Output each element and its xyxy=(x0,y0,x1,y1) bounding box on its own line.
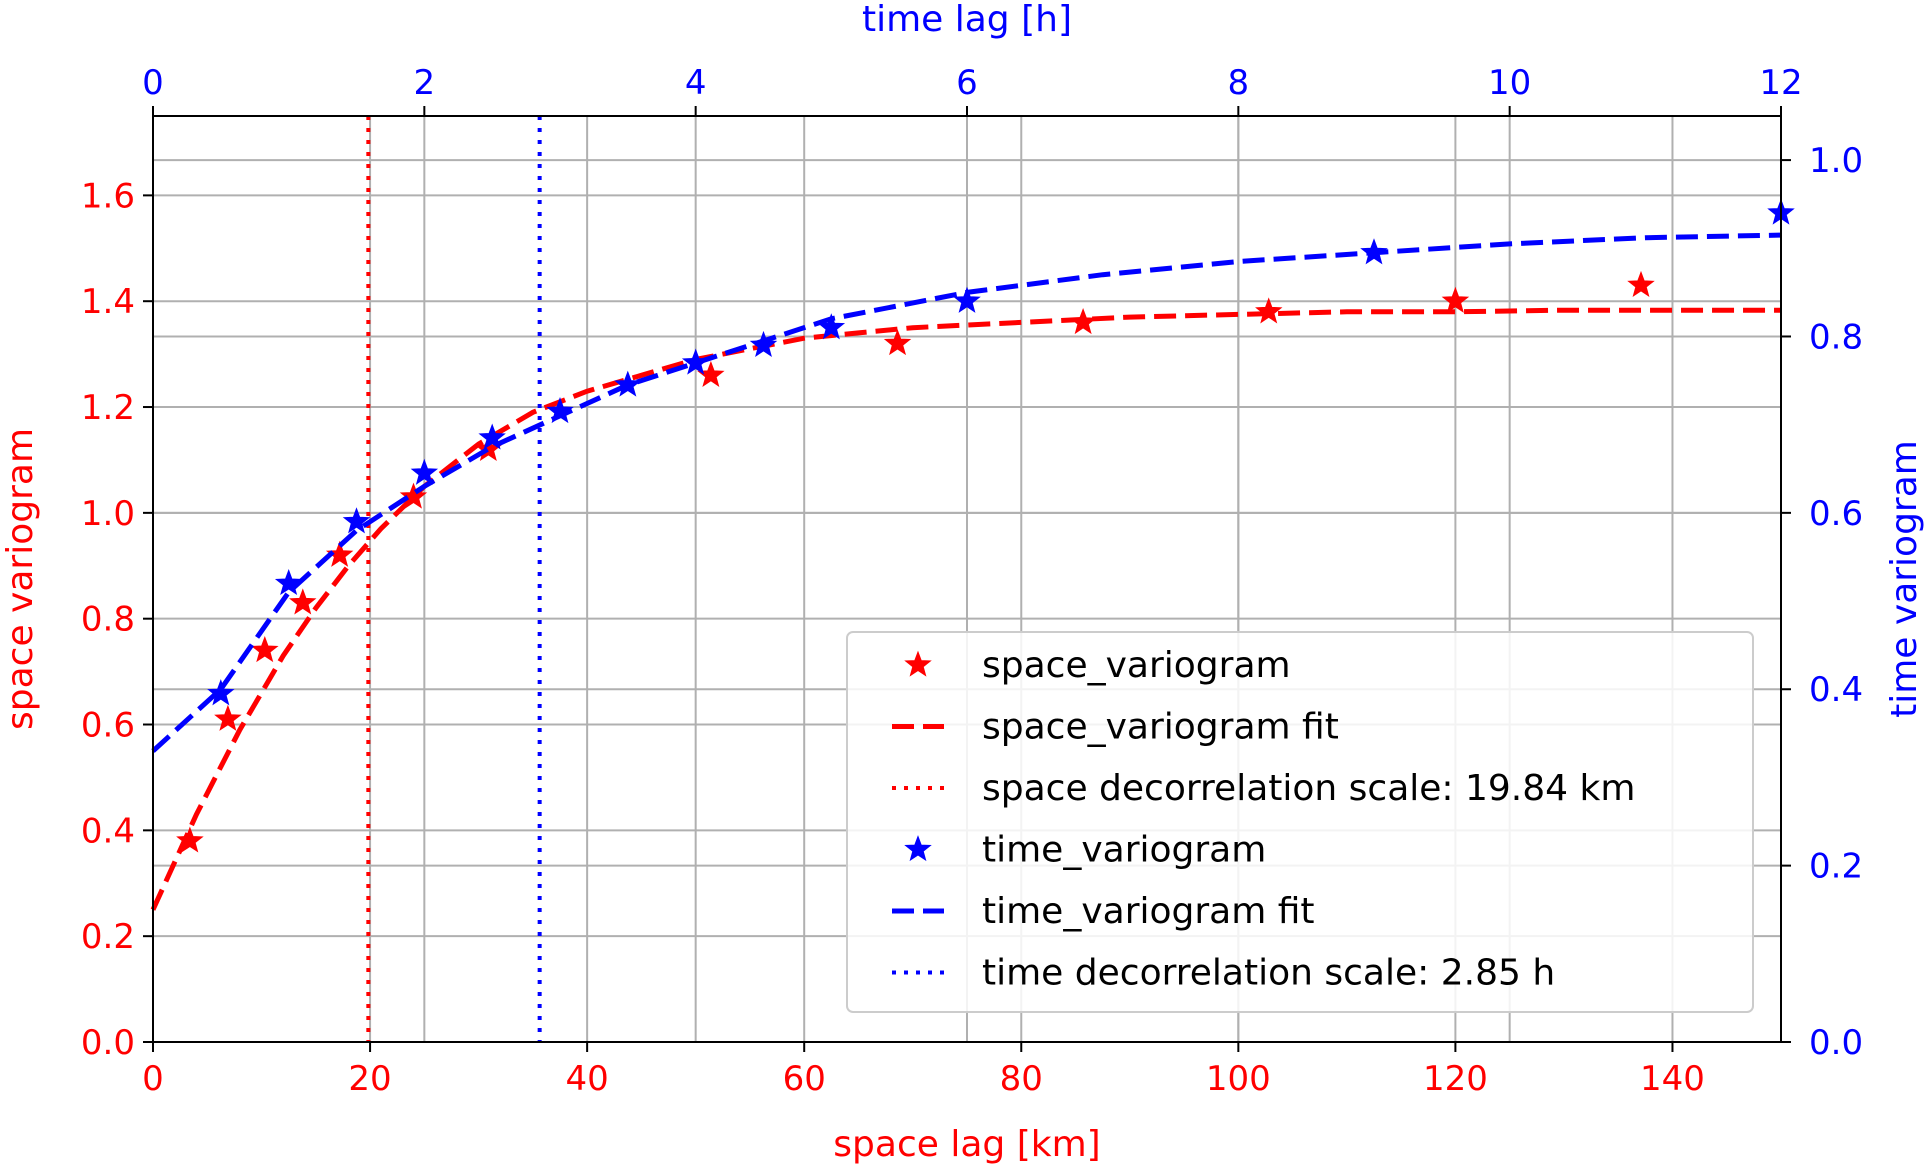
y-left-tick-label: 1.2 xyxy=(81,388,135,428)
space-variogram-variogram-point xyxy=(1441,286,1470,313)
time-variogram-variogram-point xyxy=(207,679,235,706)
x-top-tick-label: 4 xyxy=(685,63,707,103)
legend-label: time_variogram fit xyxy=(982,891,1315,932)
y-left-tick-label: 0.2 xyxy=(81,917,135,957)
legend-marker-space-variogram xyxy=(904,650,932,677)
y-right-tick-label: 0.2 xyxy=(1809,847,1863,887)
y-left-tick-label: 0.4 xyxy=(81,811,135,851)
legend-box xyxy=(846,631,1754,1013)
y-left-tick-label: 0.0 xyxy=(81,1023,135,1063)
series-layer xyxy=(150,116,1795,1042)
y-left-axis-title: space variogram xyxy=(0,428,41,730)
y-left-tick-label: 1.6 xyxy=(81,176,135,216)
x-bottom-tick-label: 20 xyxy=(348,1059,391,1099)
x-bottom-tick-label: 0 xyxy=(142,1059,164,1099)
space-variogram-variogram-point xyxy=(289,588,317,615)
y-right-tick-label: 0.6 xyxy=(1809,494,1863,534)
y-right-axis-title: time variogram xyxy=(1884,440,1925,718)
time-variogram-variogram-point xyxy=(342,507,371,534)
y-right-tick-label: 0.4 xyxy=(1809,670,1863,710)
y-right-tick-label: 0.0 xyxy=(1809,1023,1863,1063)
x-bottom-axis-title: space lag [km] xyxy=(833,1124,1100,1165)
legend-label: space_variogram fit xyxy=(982,707,1339,748)
x-bottom-tick-label: 80 xyxy=(1000,1059,1043,1099)
x-top-axis-title: time lag [h] xyxy=(862,0,1072,40)
y-left-tick-label: 0.8 xyxy=(81,600,135,640)
x-bottom-tick-label: 100 xyxy=(1206,1059,1271,1099)
x-top-tick-label: 0 xyxy=(142,63,164,103)
time-variogram-variogram-point xyxy=(953,286,981,313)
y-right-tick-label: 0.8 xyxy=(1809,317,1863,357)
time-variogram-variogram-point xyxy=(410,458,439,485)
space-variogram-variogram-point xyxy=(214,704,242,731)
time-variogram-variogram-point xyxy=(749,330,778,357)
space-variogram-variogram-point xyxy=(883,329,912,356)
legend-label: space_variogram xyxy=(982,645,1291,686)
legend: space_variogram space_variogram fit space … xyxy=(846,631,1754,1013)
time-variogram-variogram-point xyxy=(478,423,506,450)
x-top-tick-label: 2 xyxy=(414,63,436,103)
space-variogram-variogram-point xyxy=(1255,297,1283,324)
y-left-tick-label: 1.4 xyxy=(81,282,135,322)
space-variogram-fit-line xyxy=(150,307,1781,911)
legend-label: time decorrelation scale: 2.85 h xyxy=(982,953,1555,994)
space-variogram-variogram-point xyxy=(1627,270,1655,297)
space-variogram-variogram-point xyxy=(176,826,204,853)
space-variogram-variogram-point xyxy=(251,635,279,663)
time-variogram-variogram-point xyxy=(274,568,303,596)
x-top-tick-label: 8 xyxy=(1228,63,1250,103)
x-top-tick-label: 6 xyxy=(956,63,978,103)
legend-label: space decorrelation scale: 19.84 km xyxy=(982,768,1635,809)
legend-marker-time-variogram xyxy=(904,835,932,862)
y-right-tick-label: 1.0 xyxy=(1809,141,1863,181)
x-bottom-tick-label: 60 xyxy=(783,1059,826,1099)
x-top-tick-label: 10 xyxy=(1488,63,1531,103)
x-top-tick-label: 12 xyxy=(1759,63,1802,103)
y-left-tick-label: 0.6 xyxy=(81,706,135,746)
x-bottom-tick-label: 40 xyxy=(566,1059,609,1099)
time-variogram-fit-line xyxy=(151,232,1782,753)
x-bottom-tick-label: 140 xyxy=(1640,1059,1705,1099)
x-bottom-tick-label: 120 xyxy=(1423,1059,1488,1099)
y-left-tick-label: 1.0 xyxy=(81,494,135,534)
legend-label: time_variogram xyxy=(982,830,1266,871)
space-variogram-variogram-point xyxy=(399,482,428,509)
